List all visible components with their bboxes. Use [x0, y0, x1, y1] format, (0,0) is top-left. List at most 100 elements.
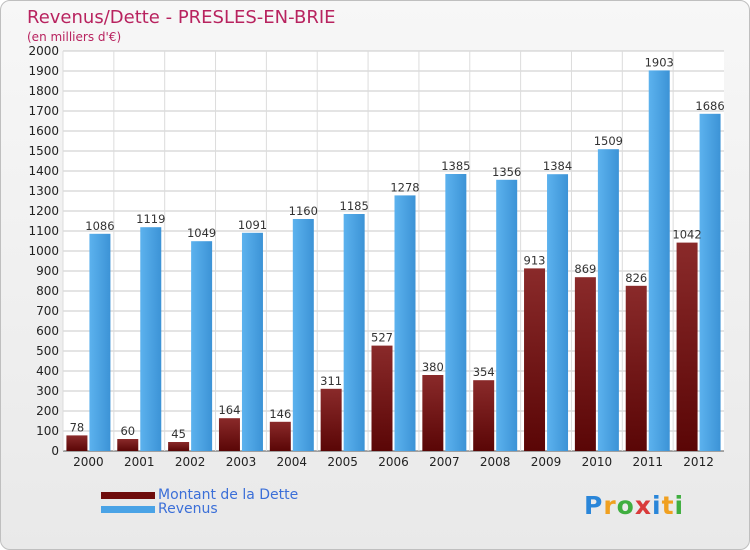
y-tick-label: 1900 — [28, 64, 59, 78]
bar-revenus — [394, 195, 416, 451]
x-tick-label: 2010 — [582, 455, 613, 469]
x-tick-label: 2005 — [327, 455, 358, 469]
bar-revenus — [496, 179, 518, 452]
y-tick-label: 1300 — [28, 184, 59, 198]
bar-debt — [473, 380, 495, 451]
bar-debt — [625, 285, 647, 451]
data-label-revenus: 1903 — [645, 55, 674, 69]
bar-debt — [320, 388, 342, 451]
x-tick-label: 2007 — [429, 455, 460, 469]
bar-debt — [117, 439, 139, 451]
x-tick-label: 2002 — [175, 455, 206, 469]
x-tick-label: 2008 — [480, 455, 511, 469]
legend-label-revenus: Revenus — [158, 501, 218, 517]
legend-item-debt: Montant de la Dette — [101, 487, 298, 503]
y-tick-label: 800 — [36, 284, 59, 298]
logo-letter: r — [603, 491, 617, 520]
logo-letter: i — [652, 491, 662, 520]
bar-revenus — [292, 219, 314, 451]
y-tick-label: 1000 — [28, 244, 59, 258]
bar-revenus — [89, 233, 111, 451]
data-label-debt: 826 — [625, 271, 647, 285]
data-label-debt: 164 — [218, 403, 240, 417]
data-label-revenus: 1385 — [441, 159, 470, 173]
y-tick-label: 1700 — [28, 104, 59, 118]
data-label-revenus: 1278 — [390, 180, 419, 194]
bar-debt — [371, 345, 393, 451]
y-tick-label: 2000 — [28, 44, 59, 58]
logo-letter: o — [616, 491, 635, 520]
bar-revenus — [597, 149, 619, 451]
data-label-revenus: 1091 — [238, 218, 267, 232]
data-label-debt: 354 — [473, 365, 495, 379]
chart-title: Revenus/Dette - PRESLES-EN-BRIE — [27, 7, 336, 28]
bar-debt — [269, 421, 291, 451]
y-tick-label: 1600 — [28, 124, 59, 138]
bar-debt — [524, 268, 546, 451]
y-tick-label: 1800 — [28, 84, 59, 98]
x-tick-label: 2000 — [73, 455, 104, 469]
data-label-debt: 1042 — [672, 228, 701, 242]
y-tick-label: 1100 — [28, 224, 59, 238]
data-label-revenus: 1160 — [289, 204, 318, 218]
chart-subtitle: (en milliers d'€) — [27, 30, 122, 44]
logo-letter: P — [584, 491, 604, 520]
y-tick-label: 700 — [36, 304, 59, 318]
y-tick-label: 1500 — [28, 144, 59, 158]
data-label-debt: 869 — [574, 262, 596, 276]
data-label-debt: 78 — [70, 420, 85, 434]
y-tick-label: 1200 — [28, 204, 59, 218]
legend-label-debt: Montant de la Dette — [158, 487, 299, 503]
bar-revenus — [343, 214, 365, 451]
bar-revenus — [547, 174, 569, 451]
bar-revenus — [140, 227, 162, 451]
y-tick-label: 200 — [36, 404, 59, 418]
x-tick-label: 2011 — [632, 455, 663, 469]
bar-revenus — [445, 174, 467, 451]
data-label-revenus: 1356 — [492, 165, 521, 179]
logo-letter: x — [634, 491, 652, 520]
bar-debt — [168, 442, 190, 451]
data-label-revenus: 1049 — [187, 226, 216, 240]
x-tick-label: 2006 — [378, 455, 409, 469]
proxiti-logo: Proxiti — [584, 491, 684, 520]
y-tick-label: 300 — [36, 384, 59, 398]
x-tick-label: 2009 — [531, 455, 562, 469]
y-tick-label: 400 — [36, 364, 59, 378]
legend-item-revenus: Revenus — [101, 501, 218, 517]
bar-debt — [218, 418, 240, 451]
y-tick-label: 900 — [36, 264, 59, 278]
y-tick-label: 100 — [36, 424, 59, 438]
bar-debt — [676, 242, 698, 451]
y-tick-label: 500 — [36, 344, 59, 358]
logo-letter: t — [661, 491, 675, 520]
legend-swatch-debt — [101, 491, 155, 499]
data-label-debt: 45 — [171, 427, 186, 441]
x-tick-label: 2012 — [683, 455, 714, 469]
data-label-revenus: 1119 — [136, 212, 165, 226]
y-tick-label: 1400 — [28, 164, 59, 178]
data-label-revenus: 1384 — [543, 159, 572, 173]
data-label-revenus: 1086 — [85, 219, 114, 233]
bar-revenus — [699, 113, 721, 452]
bar-debt — [66, 435, 88, 451]
bar-debt — [574, 277, 596, 451]
x-tick-label: 2001 — [124, 455, 155, 469]
y-tick-label: 600 — [36, 324, 59, 338]
data-label-debt: 311 — [320, 374, 342, 388]
data-label-debt: 60 — [120, 424, 135, 438]
y-tick-label: 0 — [51, 444, 59, 458]
bar-debt — [422, 375, 444, 451]
x-tick-label: 2004 — [277, 455, 308, 469]
bar-revenus — [191, 241, 213, 451]
data-label-debt: 380 — [422, 360, 444, 374]
legend-swatch-revenus — [101, 505, 155, 513]
bar-revenus — [241, 232, 263, 451]
data-label-revenus: 1509 — [594, 134, 623, 148]
data-label-debt: 913 — [524, 253, 546, 267]
data-label-debt: 146 — [269, 407, 291, 421]
x-tick-label: 2003 — [226, 455, 257, 469]
bar-revenus — [648, 70, 670, 452]
